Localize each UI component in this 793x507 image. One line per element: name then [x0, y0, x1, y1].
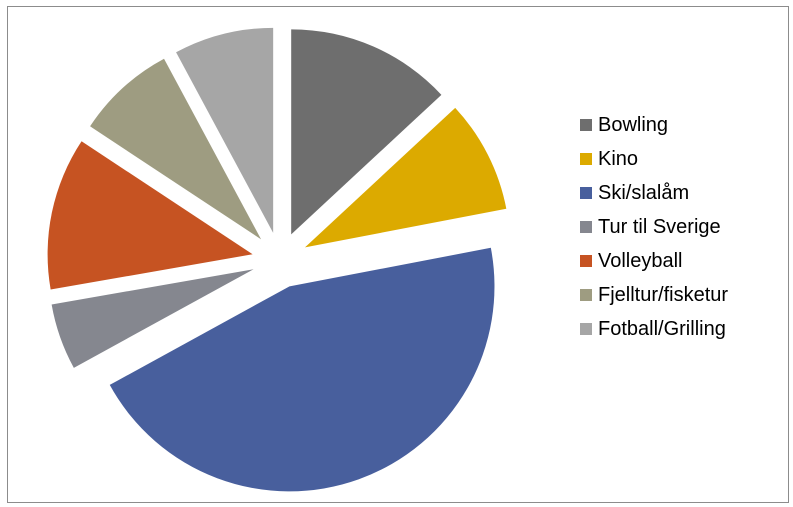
legend-item: Volleyball [580, 244, 780, 278]
pie-slice-2 [109, 247, 495, 492]
legend-item: Tur til Sverige [580, 210, 780, 244]
chart-legend: Bowling Kino Ski/slalåm Tur til Sverige Voll… [580, 108, 780, 346]
legend-swatch [580, 187, 592, 199]
legend-swatch [580, 323, 592, 335]
legend-item: Fotball/Grilling [580, 312, 780, 346]
pie-slice-3 [51, 269, 254, 368]
legend-swatch [580, 221, 592, 233]
legend-swatch [580, 119, 592, 131]
legend-label: Tur til Sverige [598, 215, 721, 238]
legend-label: Volleyball [598, 249, 683, 272]
legend-label: Fjelltur/fisketur [598, 283, 729, 306]
pie-slice-5 [90, 58, 262, 240]
legend-label: Bowling [598, 113, 669, 136]
pie-slice-6 [176, 27, 274, 233]
legend-item: Ski/slalåm [580, 176, 780, 210]
legend-swatch [580, 255, 592, 267]
legend-item: Kino [580, 142, 780, 176]
legend-label: Ski/slalåm [598, 181, 690, 204]
pie-slice-0 [291, 29, 442, 235]
pie-slice-4 [47, 141, 253, 290]
legend-label: Kino [598, 147, 639, 170]
legend-item: Fjelltur/fisketur [580, 278, 780, 312]
legend-swatch [580, 289, 592, 301]
pie-slice-1 [304, 107, 507, 248]
legend-swatch [580, 153, 592, 165]
legend-item: Bowling [580, 108, 780, 142]
legend-label: Fotball/Grilling [598, 317, 726, 340]
